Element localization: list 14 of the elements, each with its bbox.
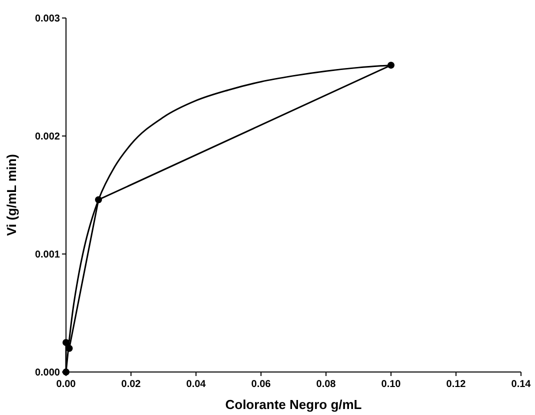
y-tick-label: 0.001 — [34, 250, 60, 260]
x-tick-label: 0.04 — [186, 379, 206, 390]
x-tick-label: 0.08 — [316, 379, 336, 390]
x-tick-label: 0.10 — [381, 379, 402, 390]
y-tick-label: 0.000 — [34, 368, 60, 378]
y-tick-label: 0.002 — [34, 132, 60, 142]
x-tick-label: 0.00 — [56, 379, 76, 390]
x-tick-label: 0.14 — [511, 379, 532, 390]
y-axis-title: Vi (g/mL min) — [4, 154, 19, 236]
x-axis-title: Colorante Negro g/mL — [225, 397, 362, 412]
y-tick-label: 0.003 — [34, 14, 60, 24]
x-tick-label: 0.02 — [121, 379, 142, 390]
x-tick-label: 0.12 — [446, 379, 466, 390]
x-tick-label: 0.06 — [251, 379, 272, 390]
